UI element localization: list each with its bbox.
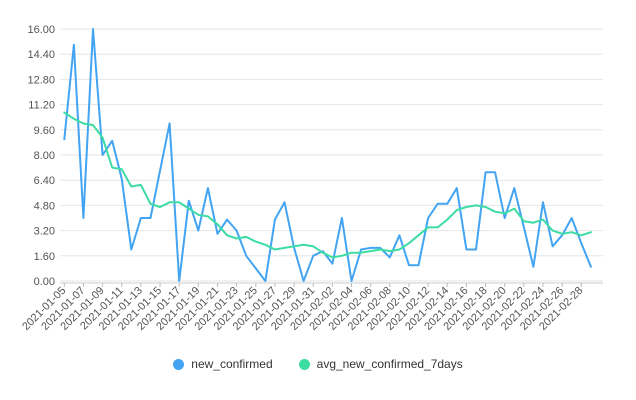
legend-label-new-confirmed: new_confirmed [191,357,273,371]
legend-dot-new-confirmed-icon [173,358,185,370]
legend-label-avg-new-confirmed-7days: avg_new_confirmed_7days [316,357,463,371]
y-axis-tick-label: 16.00 [27,24,55,36]
y-axis-tick-label: 9.60 [34,125,55,137]
y-axis-tick-label: 3.20 [34,226,55,238]
y-axis-tick-label: 14.40 [27,49,55,61]
y-axis-tick-label: 8.00 [34,150,55,162]
y-axis-tick-label: 12.80 [27,74,55,86]
legend-item-avg-new-confirmed-7days[interactable]: avg_new_confirmed_7days [298,357,463,371]
y-axis-tick-label: 1.60 [34,251,55,263]
series-line-avg_new_confirmed_7days [63,111,592,259]
y-axis-tick-label: 4.80 [34,200,55,212]
y-axis-tick-label: 0.00 [34,276,55,288]
y-axis-tick-label: 6.40 [34,175,55,187]
chart-legend: new_confirmed avg_new_confirmed_7days [0,357,636,371]
y-axis-tick-label: 11.20 [28,100,55,112]
legend-item-new-confirmed[interactable]: new_confirmed [173,357,273,371]
legend-dot-avg-new-confirmed-7days-icon [298,358,310,370]
series-line-new_confirmed [63,28,592,282]
